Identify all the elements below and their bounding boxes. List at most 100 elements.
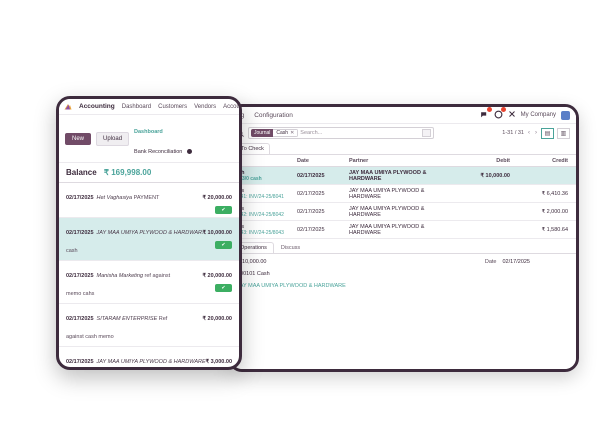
accounting-journal-window: ng Configuration My Company: [228, 104, 579, 372]
front-card-actionbar: New Upload Dashboard Bank Reconciliation: [59, 115, 239, 162]
list-item-date: 02/17/2025: [66, 359, 94, 365]
menu-item-dashboard[interactable]: Dashboard: [121, 103, 152, 110]
list-item-amount: ₹ 20,000.00: [202, 195, 233, 201]
kanban-view-button[interactable]: ▥: [557, 127, 570, 139]
upload-button[interactable]: Upload: [96, 132, 130, 146]
form-partner-line: JAY MAA UMIYA PLYWOOD & HARDWARE: [237, 283, 570, 289]
list-item-main: 02/17/2025 Manisha Marketing ref against …: [66, 264, 184, 300]
search-facet-journal[interactable]: Journal Cash ✕: [251, 129, 299, 137]
col-credit: Credit: [552, 157, 568, 164]
cell-credit: ₹ 6,410.36: [541, 190, 568, 197]
table-row[interactable]: ters 8042: INV/24-25/8042 02/17/2025 JAY…: [231, 203, 576, 221]
cell-partner: JAY MAA UMIYA PLYWOOD & HARDWARE: [349, 187, 425, 200]
list-item-partner: SITARAM ENTERPRISE: [96, 316, 158, 322]
cell-date: 02/17/2025: [297, 226, 325, 233]
list-item-partner: Manisha Marketing: [96, 273, 143, 279]
cell-date: 02/17/2025: [297, 172, 325, 179]
balance-summary: Balance ₹ 169,998.00: [59, 162, 239, 183]
gear-icon[interactable]: [186, 149, 192, 154]
list-item[interactable]: 02/17/2025 Het Vaghasiya PAYMENT ₹ 20,000…: [59, 183, 239, 218]
menu-item-vendors[interactable]: Vendors: [194, 103, 217, 110]
form-notebook-tabs: Operations Discuss: [231, 241, 576, 254]
table-row[interactable]: ters 8043: INV/24-25/8043 02/17/2025 JAY…: [231, 221, 576, 239]
cell-partner: JAY MAA UMIYA PLYWOOD & HARDWARE: [349, 205, 425, 218]
messages-icon[interactable]: [494, 107, 506, 121]
validate-button[interactable]: ✔: [215, 206, 232, 214]
list-item[interactable]: 02/17/2025 JAY MAA UMIYA PLYWOOD & HARDWA…: [59, 218, 239, 261]
list-item-date: 02/17/2025: [66, 230, 94, 236]
list-item[interactable]: 02/17/2025 JAY MAA UMIYA PLYWOOD & HARDWA…: [59, 347, 239, 367]
cell-ref-sub: 8041: INV/24-25/8041: [235, 193, 284, 200]
breadcrumb-parent[interactable]: Dashboard: [134, 129, 163, 135]
journal-items-table: Date Partner Debit Credit ash 5/03/0 cas…: [231, 155, 576, 239]
list-item-memo: Ref against cash memo: [66, 316, 168, 340]
message-count-badge: [500, 107, 506, 112]
form-account-value[interactable]: 100101 Cash: [237, 271, 270, 277]
list-item-date: 02/17/2025: [66, 195, 94, 201]
list-item-main: 02/17/2025 SITARAM ENTERPRISE Ref against…: [66, 307, 184, 343]
list-item-line1: 02/17/2025 SITARAM ENTERPRISE: [66, 316, 159, 322]
table-row[interactable]: ash 5/03/0 cash 02/17/2025 JAY MAA UMIYA…: [231, 167, 576, 185]
chevron-down-icon[interactable]: [422, 129, 431, 137]
table-header-row: Date Partner Debit Credit: [231, 155, 576, 167]
pager-prev-icon[interactable]: ‹: [528, 130, 530, 136]
pager: 1-31 / 31 ‹ › ▤ ▥: [502, 127, 570, 139]
list-view-icon: ▤: [544, 130, 551, 137]
list-view-button[interactable]: ▤: [541, 127, 554, 139]
list-item[interactable]: 02/17/2025 Manisha Marketing ref against …: [59, 261, 239, 304]
breadcrumb: Dashboard Bank Reconciliation: [134, 119, 192, 159]
pager-range: 1-31 / 31: [502, 130, 524, 136]
balance-label: Balance: [66, 168, 97, 177]
list-item-main: 02/17/2025 JAY MAA UMIYA PLYWOOD & HARDWA…: [66, 221, 207, 257]
table-row[interactable]: ters 8041: INV/24-25/8041 02/17/2025 JAY…: [231, 185, 576, 203]
form-amount-line: ₹ 10,000.00 Date 02/17/2025: [237, 259, 570, 265]
list-item-right: ₹ 3,000.00 ✔: [184, 350, 232, 367]
company-name-label[interactable]: My Company: [520, 112, 556, 118]
facet-value-text: Cash: [276, 130, 289, 136]
cell-credit: ₹ 1,580.64: [541, 226, 568, 233]
settings-icon[interactable]: [508, 110, 516, 120]
list-item[interactable]: 02/17/2025 SITARAM ENTERPRISE Ref against…: [59, 304, 239, 347]
list-item-line1: 02/17/2025 Manisha Marketing: [66, 273, 145, 279]
new-button[interactable]: New: [65, 133, 92, 145]
menubar-right-tools: My Company: [480, 107, 570, 121]
facet-value: Cash ✕: [273, 129, 299, 137]
statusbar-tabs: To Check: [231, 142, 576, 155]
menu-item-configuration[interactable]: Configuration: [254, 111, 293, 119]
menu-item-accounting[interactable]: Accoun: [223, 103, 242, 110]
list-item-memo: cash: [66, 248, 78, 254]
list-item-line1: 02/17/2025 JAY MAA UMIYA PLYWOOD & HARDWA…: [66, 230, 207, 236]
validate-button[interactable]: ✔: [215, 284, 232, 292]
odoo-logo-icon: [64, 103, 72, 111]
form-account-line: 100101 Cash: [237, 271, 570, 277]
list-item-amount: ₹ 20,000.00: [202, 316, 233, 322]
form-partner-value[interactable]: JAY MAA UMIYA PLYWOOD & HARDWARE: [237, 283, 346, 289]
tab-discuss[interactable]: Discuss: [273, 242, 308, 253]
user-avatar[interactable]: [561, 110, 570, 120]
list-item-amount: ₹ 10,000.00: [202, 230, 233, 236]
list-item-date: 02/17/2025: [66, 273, 94, 279]
col-date: Date: [297, 157, 309, 164]
cell-partner: JAY MAA UMIYA PLYWOOD & HARDWARE: [349, 169, 427, 182]
search-input[interactable]: Journal Cash ✕ Search...: [248, 127, 434, 139]
facet-key: Journal: [251, 129, 274, 137]
list-item-main: 02/17/2025 Het Vaghasiya PAYMENT: [66, 186, 184, 204]
facet-remove-icon[interactable]: ✕: [290, 130, 295, 136]
activities-icon[interactable]: [480, 107, 492, 121]
bank-reconciliation-card: Accounting Dashboard Customers Vendors A…: [56, 96, 242, 370]
list-item-main: 02/17/2025 JAY MAA UMIYA PLYWOOD & HARDWA…: [66, 350, 206, 367]
list-item-partner: Het Vaghasiya: [96, 195, 133, 201]
cell-debit: ₹ 10,000.00: [480, 172, 511, 179]
statement-lines-list: 02/17/2025 Het Vaghasiya PAYMENT ₹ 20,000…: [59, 183, 239, 367]
list-item-memo: ref against memo cahs: [66, 273, 171, 297]
search-placeholder: Search...: [300, 130, 323, 136]
validate-button[interactable]: [215, 327, 232, 335]
pager-next-icon[interactable]: ›: [535, 130, 537, 136]
form-date-value[interactable]: 02/17/2025: [502, 259, 530, 265]
back-window-controlbar: Journal Cash ✕ Search... 1-31 / 31 ‹ › ▤: [231, 124, 576, 142]
list-item-line1: 02/17/2025 Het Vaghasiya: [66, 195, 134, 201]
list-item-amount: ₹ 20,000.00: [202, 273, 233, 279]
validate-button[interactable]: ✔: [215, 241, 232, 249]
menu-item-customers[interactable]: Customers: [158, 103, 188, 110]
